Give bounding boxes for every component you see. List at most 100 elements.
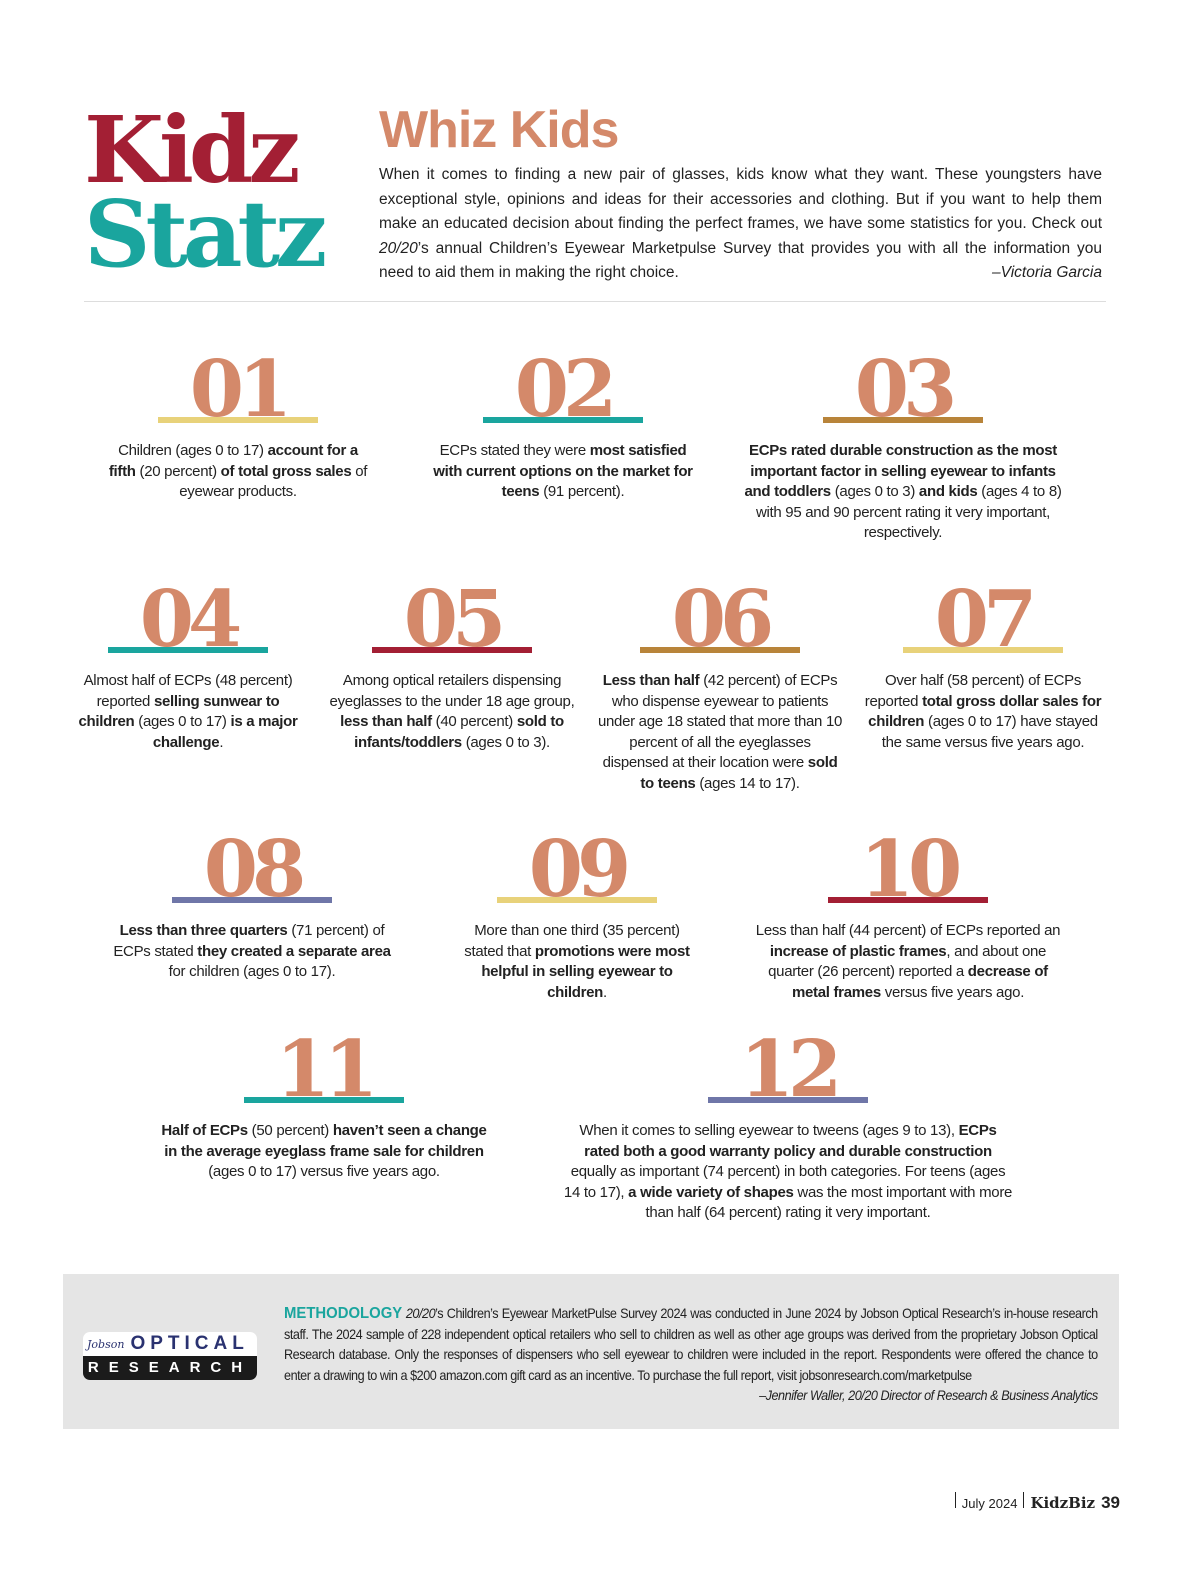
page-title: Whiz Kids: [379, 101, 619, 159]
intro-text-end: ’s annual Children’s Eyewear Marketpulse…: [379, 239, 1102, 282]
stat-text-segment: (71 percent) of ECPs stated: [113, 922, 385, 960]
stat-text-segment: (ages 0 to 17) have stayed the same vers…: [881, 713, 1098, 751]
stat-text-segment: ECPs stated they were: [439, 442, 590, 459]
stat-text-segment: was the most important with more than ha…: [645, 1183, 1013, 1222]
stat-text-bold: is a major challenge: [152, 713, 298, 751]
intro-paragraph: When it comes to finding a new pair of g…: [379, 163, 1102, 286]
stat-underline: [483, 417, 643, 423]
stat-item-04: 04 Almost half of ECPs (48 percent) repor…: [73, 585, 303, 753]
stat-number: 11: [275, 1035, 379, 1097]
stat-text-bold: sold to infants/toddlers: [354, 713, 564, 751]
stat-underline: [244, 1097, 404, 1103]
stat-number: 02: [514, 355, 618, 417]
stat-text-bold: Half of ECPs: [161, 1122, 248, 1139]
stat-text-bold: less than half: [340, 713, 432, 730]
kidz-statz-logo: Kidz Statz: [84, 96, 327, 280]
stat-text-bold: they created a separate area: [197, 942, 391, 960]
stat-text-segment: When it comes to selling eyewear to twee…: [579, 1122, 959, 1139]
stat-underline: [172, 897, 332, 903]
stat-text: Over half (58 percent) of ECPs reported …: [863, 671, 1103, 753]
stat-text-bold: selling sunwear to children: [78, 692, 280, 731]
logo-research: RESEARCH: [83, 1356, 257, 1380]
stat-text: Less than half (44 percent) of ECPs repo…: [748, 921, 1068, 1003]
stat-text: Less than half (42 percent) of ECPs who …: [595, 671, 845, 794]
stat-text: Half of ECPs (50 percent) haven’t seen a…: [159, 1121, 489, 1183]
stat-number: 09: [528, 835, 632, 897]
stat-underline: [828, 897, 988, 903]
stat-item-05: 05 Among optical retailers dispensing eye…: [317, 585, 587, 753]
stat-text-segment: Less than half (44 percent) of ECPs repo…: [755, 922, 1061, 939]
stat-item-06: 06 Less than half (42 percent) of ECPs wh…: [595, 585, 845, 794]
footer: July 2024 KidzBiz 39: [954, 1492, 1120, 1513]
stat-text-segment: .: [219, 733, 224, 751]
stat-text-segment: (ages 0 to 17): [134, 713, 231, 730]
jobson-optical-research-logo: Jobson OPTICAL RESEARCH: [83, 1332, 257, 1380]
stat-text-bold: most satisfied with current options on t…: [433, 442, 693, 500]
stat-text-segment: Children (ages 0 to 17): [118, 442, 268, 459]
methodology-italic: 20/20: [405, 1306, 436, 1321]
stat-text-segment: (ages 14 to 17).: [695, 774, 800, 792]
stat-text-segment: Almost half of ECPs (48 percent) reporte…: [83, 672, 293, 710]
methodology-text: METHODOLOGY 20/20’s Children’s Eyewear M…: [284, 1304, 1098, 1407]
stat-text: Less than three quarters (71 percent) of…: [107, 921, 397, 983]
stat-text: Almost half of ECPs (48 percent) reporte…: [73, 671, 303, 753]
stat-text-segment: (40 percent): [431, 713, 517, 730]
stat-underline: [372, 647, 532, 653]
stat-number: 12: [739, 1035, 843, 1097]
stat-text-bold: decrease of metal frames: [791, 963, 1048, 1001]
stat-text-bold: total gross dollar sales for children: [868, 692, 1102, 731]
stat-text-segment: (ages 0 to 17) versus five years ago.: [208, 1163, 440, 1180]
stat-text-segment: (20 percent): [135, 462, 221, 480]
methodology-body: ’s Children’s Eyewear MarketPulse Survey…: [284, 1306, 1098, 1383]
methodology-signature: –Jennifer Waller, 20/20 Director of Rese…: [759, 1388, 1098, 1404]
stat-item-01: 01 Children (ages 0 to 17) account for a …: [108, 355, 368, 503]
stat-number: 04: [139, 585, 243, 647]
stat-text-bold: ECPs rated durable construction as the m…: [744, 442, 1057, 500]
stat-text-segment: (ages 4 to 8) with 95 and 90 percent rat…: [755, 483, 1062, 541]
stat-text-segment: (ages 0 to 3): [830, 483, 919, 500]
stat-number: 07: [934, 585, 1038, 647]
stat-text: ECPs rated durable construction as the m…: [743, 441, 1063, 544]
footer-magazine: KidzBiz: [1030, 1494, 1096, 1512]
stat-number: 05: [403, 585, 507, 647]
stat-text-bold: ECPs rated both a good warranty policy a…: [584, 1122, 997, 1160]
stat-text: Children (ages 0 to 17) account for a fi…: [108, 441, 368, 503]
methodology-heading: METHODOLOGY: [284, 1305, 403, 1322]
separator: [954, 1492, 956, 1508]
stat-text: Among optical retailers dispensing eyegl…: [317, 671, 587, 753]
stat-number: 03: [854, 355, 958, 417]
stat-text-segment: for children (ages 0 to 17).: [168, 963, 336, 980]
stat-item-03: 03 ECPs rated durable construction as the…: [743, 355, 1063, 544]
stat-item-07: 07 Over half (58 percent) of ECPs reporte…: [863, 585, 1103, 753]
stat-underline: [108, 647, 268, 653]
stat-underline: [708, 1097, 868, 1103]
stat-number: 01: [189, 355, 293, 417]
stat-text-segment: (50 percent): [247, 1122, 333, 1139]
stat-text: More than one third (35 percent) stated …: [462, 921, 692, 1003]
stat-item-12: 12 When it comes to selling eyewear to tw…: [563, 1035, 1013, 1224]
stat-text-segment: (ages 0 to 3).: [461, 733, 551, 751]
intro-italic: 20/20: [379, 239, 418, 257]
stat-item-08: 08 Less than three quarters (71 percent) …: [107, 835, 397, 983]
stat-underline: [903, 647, 1063, 653]
stat-text-bold: a wide variety of shapes: [628, 1183, 794, 1201]
stat-text-segment: of eyewear products.: [179, 462, 368, 501]
logo-line1: Kidz: [84, 96, 300, 204]
stat-text-segment: (91 percent).: [539, 483, 625, 500]
stat-number: 08: [203, 835, 307, 897]
stat-text-bold: promotions were most helpful in selling …: [481, 942, 690, 1001]
author: –Victoria Garcia: [992, 264, 1102, 282]
stat-item-09: 09 More than one third (35 percent) state…: [462, 835, 692, 1003]
intro-text: When it comes to finding a new pair of g…: [379, 166, 1102, 233]
stat-text-bold: Less than half: [602, 672, 700, 689]
footer-date: July 2024: [961, 1496, 1018, 1511]
stat-item-10: 10 Less than half (44 percent) of ECPs re…: [748, 835, 1068, 1003]
stat-number: 10: [859, 835, 963, 897]
stat-underline: [158, 417, 318, 423]
stat-underline: [640, 647, 800, 653]
stat-text-segment: equally as important (74 percent) in bot…: [563, 1163, 1006, 1201]
stat-text-bold: and kids: [918, 483, 978, 500]
logo-jobson: Jobson: [87, 1337, 125, 1351]
logo-optical: OPTICAL: [130, 1333, 249, 1354]
